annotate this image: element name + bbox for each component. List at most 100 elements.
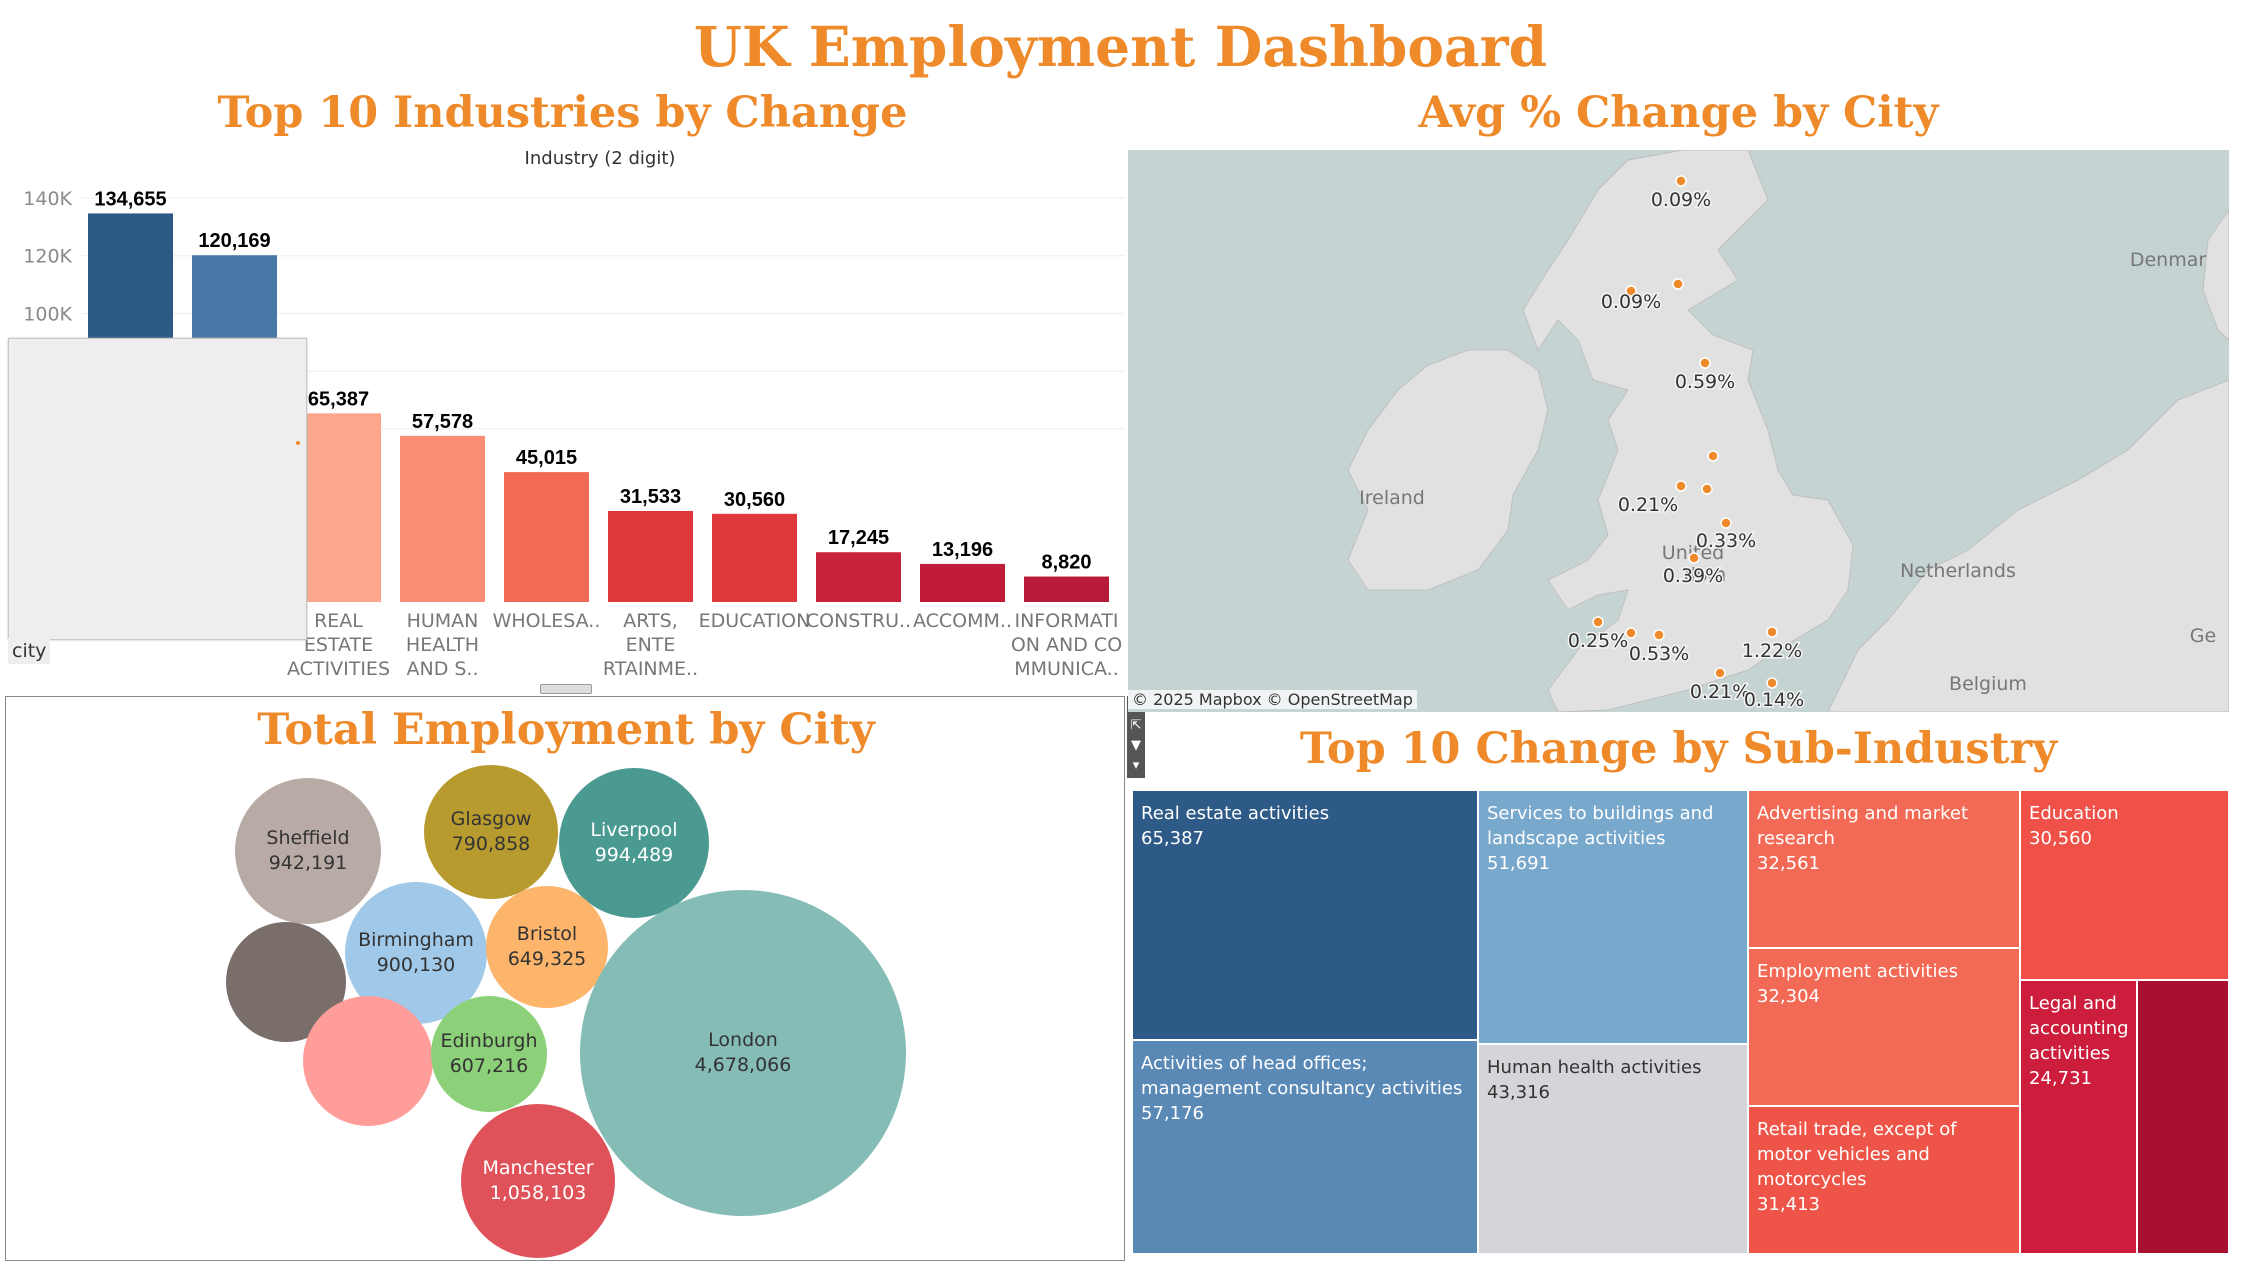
y-tick-label: 100K (23, 303, 72, 325)
bubble-city-name: Glasgow (450, 808, 532, 830)
open-icon[interactable]: ⇱ (1130, 718, 1142, 733)
dashboard-title: UK Employment Dashboard (693, 14, 1548, 79)
bubble-city-name: Manchester (482, 1157, 594, 1179)
bar-value-label: 45,015 (516, 447, 577, 469)
bar-value-label: 65,387 (308, 388, 369, 410)
treemap-cell-value: 32,561 (1757, 853, 1820, 874)
x-category-label: CONSTRU.. (806, 610, 911, 632)
treemap-cell[interactable]: Real estate activities 65,387 (1132, 790, 1478, 1040)
city-percent-label: 0.21% (1618, 494, 1678, 516)
city-bubble[interactable]: London 4,678,066 (580, 890, 906, 1216)
bubble-city-value: 649,325 (507, 948, 587, 970)
city-percent-label: 0.25% (1568, 630, 1628, 652)
bar (296, 413, 381, 602)
bubble-city-name: Sheffield (266, 827, 350, 849)
denmark-landmass (2202, 209, 2229, 341)
city-point (1675, 480, 1687, 492)
city-point (1592, 616, 1604, 628)
treemap: Real estate activities 65,387 Activities o… (1132, 790, 2229, 1254)
city-point (1766, 677, 1778, 689)
treemap-cell[interactable]: Employment activities 32,304 (1748, 948, 2020, 1106)
x-category-label: ACCOMM.. (913, 610, 1012, 632)
bar-chart-header: Industry (2 digit) (524, 148, 676, 169)
more-options-icon[interactable]: ▾ (1132, 758, 1140, 773)
treemap-cell-value: 43,316 (1487, 1082, 1550, 1103)
treemap-cell[interactable] (2137, 980, 2229, 1254)
city-point (1699, 357, 1711, 369)
bar-value-label: 13,196 (932, 539, 993, 561)
bubble-city-name: Bristol (516, 923, 578, 945)
city-bubble[interactable]: Bristol 649,325 (486, 886, 608, 1008)
city-percent-label: 0.59% (1675, 371, 1735, 393)
city-bubble[interactable]: Sheffield 942,191 (235, 778, 381, 924)
city-percent-label: 0.33% (1696, 530, 1756, 552)
city-point (1653, 629, 1665, 641)
bar-value-label: 31,533 (620, 486, 681, 508)
tooltip-popup[interactable] (8, 338, 307, 640)
resize-handle[interactable] (540, 684, 592, 694)
treemap-cell[interactable]: Activities of head offices; management c… (1132, 1040, 1478, 1254)
treemap-cell-value: 30,560 (2029, 828, 2092, 849)
treemap-cell[interactable]: Legal and accounting activities 24,731 (2020, 980, 2137, 1254)
city-point (1714, 667, 1726, 679)
map-title: Avg % Change by City (1418, 88, 1939, 138)
bubble-city-value: 942,191 (268, 852, 348, 874)
bubble-city-value: 790,858 (451, 833, 531, 855)
treemap-cell-value: 51,691 (1487, 853, 1550, 874)
map-place-label: Netherlands (1900, 560, 2016, 582)
treemap-cell-value: 65,387 (1141, 828, 1204, 849)
city-bubble[interactable]: Birmingham 900,130 (345, 882, 487, 1024)
treemap-cell[interactable]: Advertising and market research 32,561 (1748, 790, 2020, 948)
treemap-cell-value: 57,176 (1141, 1103, 1204, 1124)
treemap-cell[interactable]: Retail trade, except of motor vehicles a… (1748, 1106, 2020, 1254)
britain-landmass (1522, 150, 1854, 712)
x-category-label: INFORMATI ON AND CO MMUNICA.. (1011, 610, 1122, 680)
map-place-label: dom (1684, 564, 1726, 586)
treemap-cell-value: 31,413 (1757, 1194, 1820, 1215)
bar-value-label: 30,560 (724, 489, 785, 511)
city-bubble[interactable] (303, 996, 433, 1126)
city-bubble[interactable]: Edinburgh 607,216 (431, 996, 547, 1112)
bar-value-label: 8,820 (1041, 552, 1091, 574)
map-place-label: Belgium (1949, 673, 2027, 695)
x-category-label: HUMAN HEALTH AND S.. (406, 610, 479, 680)
bubble-city-value: 4,678,066 (694, 1054, 792, 1076)
bubble-city-name: Edinburgh (440, 1030, 538, 1052)
city-bubble[interactable]: Manchester 1,058,103 (461, 1104, 615, 1258)
treemap-cell-name: Retail trade, except of motor vehicles a… (1757, 1119, 1957, 1190)
treemap-cell[interactable]: Education 30,560 (2020, 790, 2229, 980)
treemap-cell[interactable]: Services to buildings and landscape acti… (1478, 790, 1748, 1044)
map-attribution[interactable]: © 2025 Mapbox © OpenStreetMap (1128, 690, 1417, 709)
city-percent-label: 0.09% (1651, 189, 1711, 211)
treemap-cell-name: Advertising and market research (1757, 803, 1969, 849)
map-place-label: Ge (2190, 625, 2216, 647)
bar (400, 435, 485, 602)
bar-value-label: 57,578 (412, 411, 473, 433)
bubble-city-value: 607,216 (449, 1055, 529, 1077)
filter-icon[interactable]: ▼ (1131, 738, 1141, 753)
city-point (1701, 483, 1713, 495)
bubble-chart-panel: Total Employment by City Sheffield 942,19… (5, 696, 1125, 1261)
bar (1024, 576, 1109, 602)
bar (712, 513, 797, 602)
treemap-cell-value: 32,304 (1757, 986, 1820, 1007)
bar (816, 552, 901, 602)
tooltip-field-label: city (8, 638, 51, 664)
bar (504, 472, 589, 602)
bar-value-label: 134,655 (94, 188, 166, 210)
treemap-cell-name: Real estate activities (1141, 803, 1330, 824)
bubble-city-name: London (708, 1029, 778, 1051)
city-percent-label: 1.22% (1742, 640, 1802, 662)
city-bubble[interactable]: Liverpool 994,489 (559, 768, 709, 918)
bubble-city-name: Birmingham (358, 929, 474, 951)
city-point (1672, 278, 1684, 290)
map-place-label: Ireland (1359, 487, 1425, 509)
map[interactable]: IrelandNetherlandsBelgiumDenmarGeUnitedd… (1128, 150, 2229, 712)
treemap-cell[interactable]: Human health activities 43,316 (1478, 1044, 1748, 1254)
tooltip-dot (296, 441, 300, 445)
treemap-cell-name: Education (2029, 803, 2119, 824)
x-category-label: REAL ESTATE ACTIVITIES (287, 610, 390, 680)
map-svg: IrelandNetherlandsBelgiumDenmarGeUnitedd… (1347, 150, 2229, 712)
city-bubble[interactable]: Glasgow 790,858 (424, 765, 558, 899)
continent-landmass (1827, 379, 2229, 712)
